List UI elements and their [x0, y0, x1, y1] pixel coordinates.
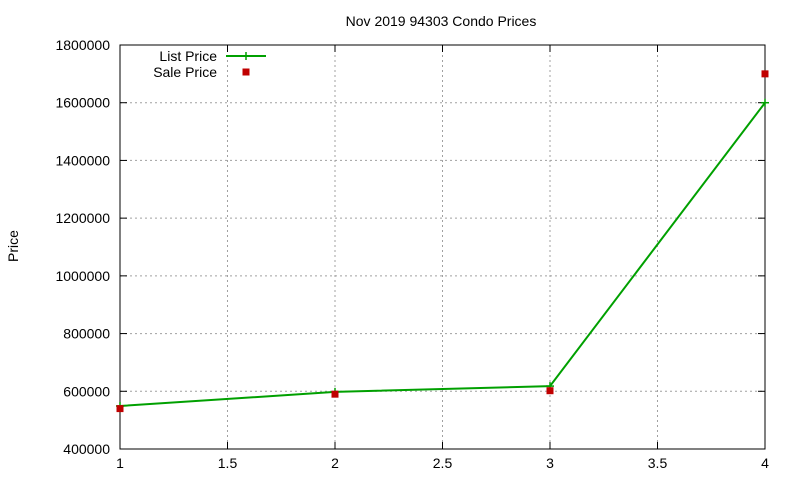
axes: 1 1.5 2 2.5 3 3.5 4 400000 600000 800000 1000000 12… [55, 37, 769, 471]
x-tick-label: 3.5 [648, 455, 668, 471]
list-price-line [119, 102, 766, 408]
y-tick-label: 400000 [63, 441, 110, 457]
y-tick-label: 1800000 [55, 37, 110, 53]
legend-marker [242, 52, 250, 60]
y-tick-label: 1000000 [55, 268, 110, 284]
x-tick-label: 2.5 [433, 455, 453, 471]
y-tick-label: 600000 [63, 383, 110, 399]
sale-price-point [761, 70, 769, 78]
plot-border [119, 44, 766, 450]
x-tick-label: 2 [331, 455, 339, 471]
sale-price-series [116, 70, 769, 413]
y-axis-label: Price [5, 230, 21, 262]
chart-title: Nov 2019 94303 Condo Prices [346, 13, 537, 29]
legend-marker [242, 68, 250, 76]
y-tick-label: 1400000 [55, 152, 110, 168]
y-tick-label: 1200000 [55, 210, 110, 226]
sale-price-point [116, 405, 124, 413]
legend-label: List Price [159, 48, 217, 64]
legend-label: Sale Price [153, 64, 217, 80]
grid-lines [120, 45, 765, 449]
y-tick-label: 1600000 [55, 95, 110, 111]
x-tick-label: 1 [116, 455, 124, 471]
list-price-point [761, 98, 769, 107]
y-tick-label: 800000 [63, 326, 110, 342]
x-tick-label: 1.5 [218, 455, 238, 471]
series-layer [116, 70, 769, 413]
x-tick-label: 3 [546, 455, 554, 471]
x-tick-label: 4 [761, 455, 769, 471]
sale-price-point [546, 387, 554, 395]
sale-price-point [331, 390, 339, 398]
